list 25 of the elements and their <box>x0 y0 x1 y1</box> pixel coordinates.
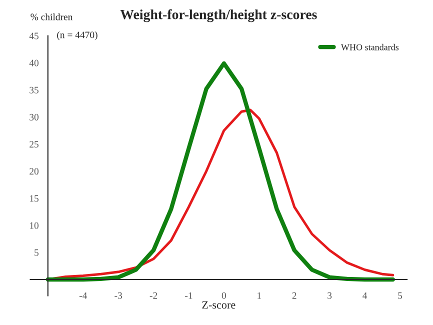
x-tick-label: 5 <box>398 292 402 299</box>
y-tick-label: 15 <box>30 195 39 202</box>
y-tick-label: 25 <box>30 141 39 148</box>
chart-title: Weight-for-length/height z-scores <box>120 9 317 22</box>
x-tick-label: -4 <box>79 292 88 299</box>
y-tick-label: 20 <box>30 168 39 175</box>
y-tick-label: 30 <box>30 114 39 120</box>
y-tick-label: 5 <box>34 249 39 256</box>
x-tick-label: 2 <box>292 292 296 299</box>
y-tick-label: 35 <box>30 86 39 94</box>
x-tick-label: 3 <box>328 292 332 299</box>
x-tick-label: 4 <box>362 292 368 299</box>
y-axis-title: % children <box>30 13 73 20</box>
x-tick-label: 1 <box>258 292 261 299</box>
x-axis-title: Z-score <box>202 301 236 309</box>
y-tick-label: 45 <box>29 32 39 40</box>
x-tick-label: -1 <box>185 292 192 299</box>
y-tick-label: 10 <box>30 222 39 229</box>
y-tick-label: 40 <box>29 60 39 66</box>
line-series <box>46 61 396 282</box>
x-tick-label: -2 <box>150 292 158 299</box>
legend-label: WHO standards <box>340 44 399 50</box>
x-tick-label: 0 <box>222 292 226 299</box>
x-tick-label: -3 <box>114 292 122 299</box>
annotation: (n = 4470) <box>57 31 98 40</box>
